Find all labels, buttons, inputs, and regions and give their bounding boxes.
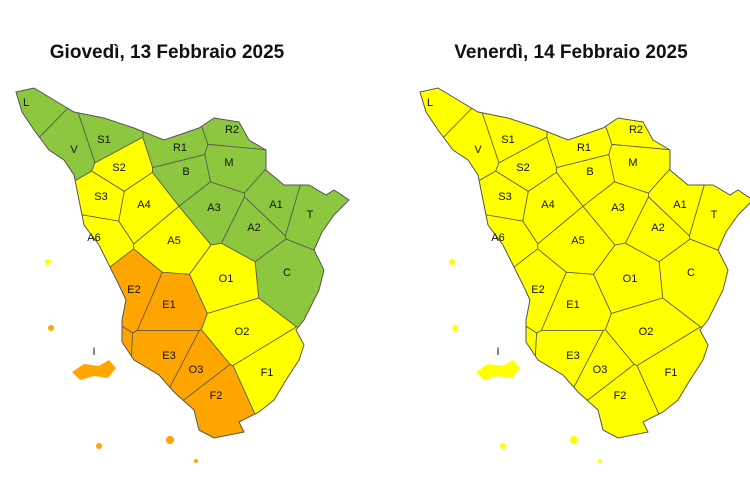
zone-label: V — [474, 144, 482, 156]
region-outline — [419, 87, 750, 439]
zone — [420, 294, 538, 463]
map-title: Giovedì, 13 Febbraio 2025 — [50, 42, 285, 63]
zone-label: S3 — [498, 191, 511, 203]
zone-label: E3 — [162, 350, 175, 362]
zone-label: L — [23, 97, 29, 109]
zone-label: O3 — [593, 364, 608, 376]
zone-label: R2 — [225, 124, 239, 136]
zone-label: V — [70, 144, 78, 156]
zone-label: A1 — [673, 199, 686, 211]
zone-label: E3 — [566, 350, 579, 362]
zone-label: S2 — [516, 162, 529, 174]
region-outline — [15, 87, 350, 439]
zone-label: A5 — [571, 235, 584, 247]
zone-label: B — [182, 166, 189, 178]
zone-label: O2 — [639, 326, 654, 338]
zone-label: R1 — [577, 142, 591, 154]
zone-label: T — [307, 209, 314, 221]
zone-label: S3 — [94, 191, 107, 203]
zone-label: S2 — [112, 162, 125, 174]
map: Giovedì, 13 Febbraio 2025 L V S1 R2 R1 M S2 B S3 A… — [15, 42, 350, 463]
zone-label: R1 — [173, 142, 187, 154]
zone-label: A1 — [269, 199, 282, 211]
zone-label: C — [687, 267, 695, 279]
zone-label: A5 — [167, 235, 180, 247]
zone-label: E1 — [566, 299, 579, 311]
zone-label: A6 — [87, 232, 100, 244]
zone-label: F1 — [261, 367, 274, 379]
zone-label: O1 — [219, 273, 234, 285]
zone-label: A4 — [541, 199, 554, 211]
zone-label: O1 — [623, 273, 638, 285]
zone — [585, 88, 750, 152]
zone — [16, 294, 134, 463]
zone-label: F1 — [665, 367, 678, 379]
map: Venerdì, 14 Febbraio 2025 L V S1 R2 R1 M S2 B S3 A… — [419, 42, 750, 463]
zone-label: E2 — [531, 284, 544, 296]
zone-label: S1 — [97, 134, 110, 146]
zone-label: E2 — [127, 284, 140, 296]
zone-label: O2 — [235, 326, 250, 338]
zone-label: A2 — [247, 222, 260, 234]
zone-label: A3 — [611, 202, 624, 214]
zone-label: A3 — [207, 202, 220, 214]
zones — [16, 88, 349, 463]
zone-label: C — [283, 267, 291, 279]
zone-label: T — [711, 209, 718, 221]
zone-label: A6 — [491, 232, 504, 244]
zone-label: E1 — [162, 299, 175, 311]
zone-label: S1 — [501, 134, 514, 146]
zone-label: R2 — [629, 124, 643, 136]
zone — [284, 88, 349, 271]
map-title: Venerdì, 14 Febbraio 2025 — [454, 42, 688, 63]
zone-label: I — [496, 346, 499, 358]
zone-label: B — [586, 166, 593, 178]
zone-label: F2 — [210, 390, 223, 402]
zone-label: A2 — [651, 222, 664, 234]
zone-label: F2 — [614, 390, 627, 402]
zone-label: A4 — [137, 199, 150, 211]
zone-label: O3 — [189, 364, 204, 376]
zone-label: L — [427, 97, 433, 109]
zone — [181, 88, 349, 152]
zone-label: I — [92, 346, 95, 358]
zone-label: M — [628, 157, 637, 169]
zones — [420, 88, 750, 463]
zone-label: M — [224, 157, 233, 169]
